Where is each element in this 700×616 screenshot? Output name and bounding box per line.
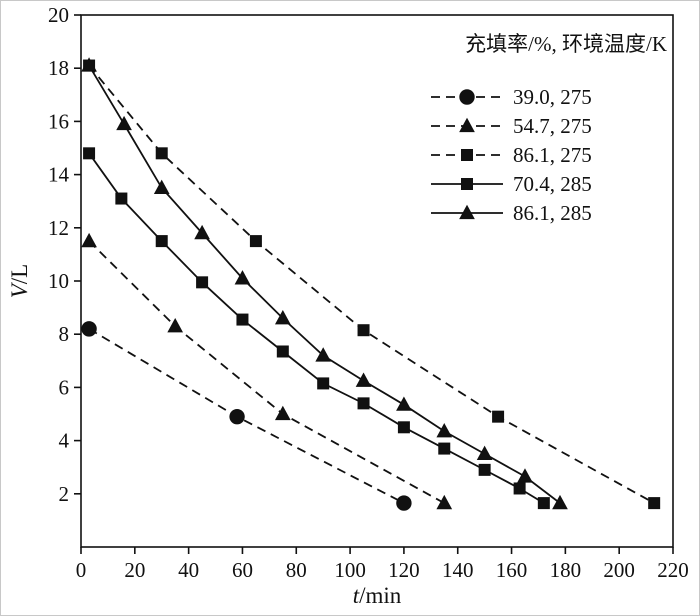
- y-tick-label: 10: [48, 269, 69, 293]
- legend-label: 70.4, 285: [513, 172, 592, 196]
- y-tick-label: 12: [48, 216, 69, 240]
- legend-title: 充填率/%, 环境温度/K: [465, 32, 667, 56]
- y-tick-label: 18: [48, 56, 69, 80]
- legend-entry: 39.0, 275: [431, 85, 592, 109]
- data-point-marker: [116, 115, 132, 131]
- data-point-marker: [552, 494, 568, 510]
- data-point-marker: [357, 324, 370, 337]
- data-point-marker: [315, 347, 332, 362]
- series-line: [88, 64, 655, 504]
- x-tick-label: 0: [76, 558, 87, 582]
- legend-label: 54.7, 275: [513, 114, 592, 138]
- x-axis-label: t/min: [353, 583, 402, 608]
- legend-label: 39.0, 275: [513, 85, 592, 109]
- legend-entry: 54.7, 275: [431, 114, 592, 138]
- data-point-marker: [274, 405, 291, 421]
- x-tick-label: 120: [388, 558, 420, 582]
- data-point-marker: [249, 235, 262, 248]
- series-line: [88, 152, 545, 504]
- data-point-marker: [396, 396, 412, 411]
- data-point-marker: [115, 192, 128, 205]
- data-point-marker: [276, 345, 289, 358]
- x-tick-label: 60: [232, 558, 253, 582]
- data-point-marker: [397, 421, 410, 434]
- legend-marker: [459, 89, 475, 105]
- data-point-marker: [517, 468, 533, 483]
- data-point-marker: [83, 147, 96, 160]
- x-tick-label: 160: [496, 558, 528, 582]
- series-1: [81, 232, 453, 510]
- y-tick-label: 8: [59, 322, 70, 346]
- data-point-marker: [153, 179, 170, 194]
- data-point-marker: [194, 224, 210, 240]
- series-4: [81, 57, 568, 510]
- data-point-marker: [81, 232, 97, 248]
- data-point-marker: [492, 410, 505, 423]
- x-tick-label: 140: [442, 558, 474, 582]
- data-point-marker: [167, 317, 184, 333]
- series-line: [88, 328, 405, 504]
- data-point-marker: [438, 442, 451, 455]
- data-point-marker: [81, 57, 97, 72]
- data-point-marker: [513, 482, 526, 495]
- data-point-marker: [229, 408, 245, 425]
- legend-label: 86.1, 275: [513, 143, 592, 167]
- x-tick-label: 200: [603, 558, 635, 582]
- data-point-marker: [81, 321, 97, 337]
- y-tick-label: 14: [48, 163, 70, 187]
- data-point-marker: [155, 147, 168, 160]
- data-point-marker: [155, 235, 168, 248]
- data-point-marker: [476, 445, 493, 460]
- data-point-marker: [234, 270, 251, 285]
- series-3: [83, 147, 550, 510]
- y-tick-label: 20: [48, 3, 69, 27]
- data-point-marker: [355, 372, 372, 387]
- legend-entry: 70.4, 285: [431, 172, 592, 196]
- data-point-marker: [436, 494, 453, 510]
- x-tick-label: 100: [334, 558, 366, 582]
- data-point-marker: [648, 497, 661, 510]
- data-point-marker: [537, 497, 550, 510]
- legend-marker: [459, 204, 475, 220]
- data-point-marker: [317, 377, 330, 390]
- data-point-marker: [478, 463, 491, 476]
- y-tick-label: 16: [48, 109, 69, 133]
- data-point-marker: [236, 313, 249, 326]
- series-2: [83, 59, 661, 510]
- y-tick-label: 2: [59, 482, 70, 506]
- x-tick-label: 180: [550, 558, 582, 582]
- data-point-marker: [357, 397, 370, 410]
- data-point-marker: [396, 495, 412, 511]
- legend-label: 86.1, 285: [513, 201, 592, 225]
- legend-marker: [461, 149, 473, 161]
- legend-marker: [461, 178, 473, 190]
- x-tick-label: 80: [286, 558, 307, 582]
- x-tick-label: 220: [657, 558, 689, 582]
- y-tick-label: 4: [59, 429, 70, 453]
- y-tick-label: 6: [59, 375, 70, 399]
- series-0: [81, 321, 412, 511]
- data-point-marker: [196, 276, 209, 289]
- data-point-marker: [274, 309, 291, 325]
- series-line: [88, 240, 445, 504]
- x-tick-label: 20: [124, 558, 145, 582]
- x-tick-label: 40: [178, 558, 199, 582]
- legend-marker: [459, 117, 475, 133]
- data-point-marker: [436, 423, 453, 438]
- legend-entry: 86.1, 285: [431, 201, 592, 225]
- legend: 充填率/%, 环境温度/K 39.0, 275 54.7, 275 86.1, 275…: [431, 32, 667, 225]
- legend-entry: 86.1, 275: [431, 143, 592, 167]
- y-axis-label: V/L: [7, 264, 32, 299]
